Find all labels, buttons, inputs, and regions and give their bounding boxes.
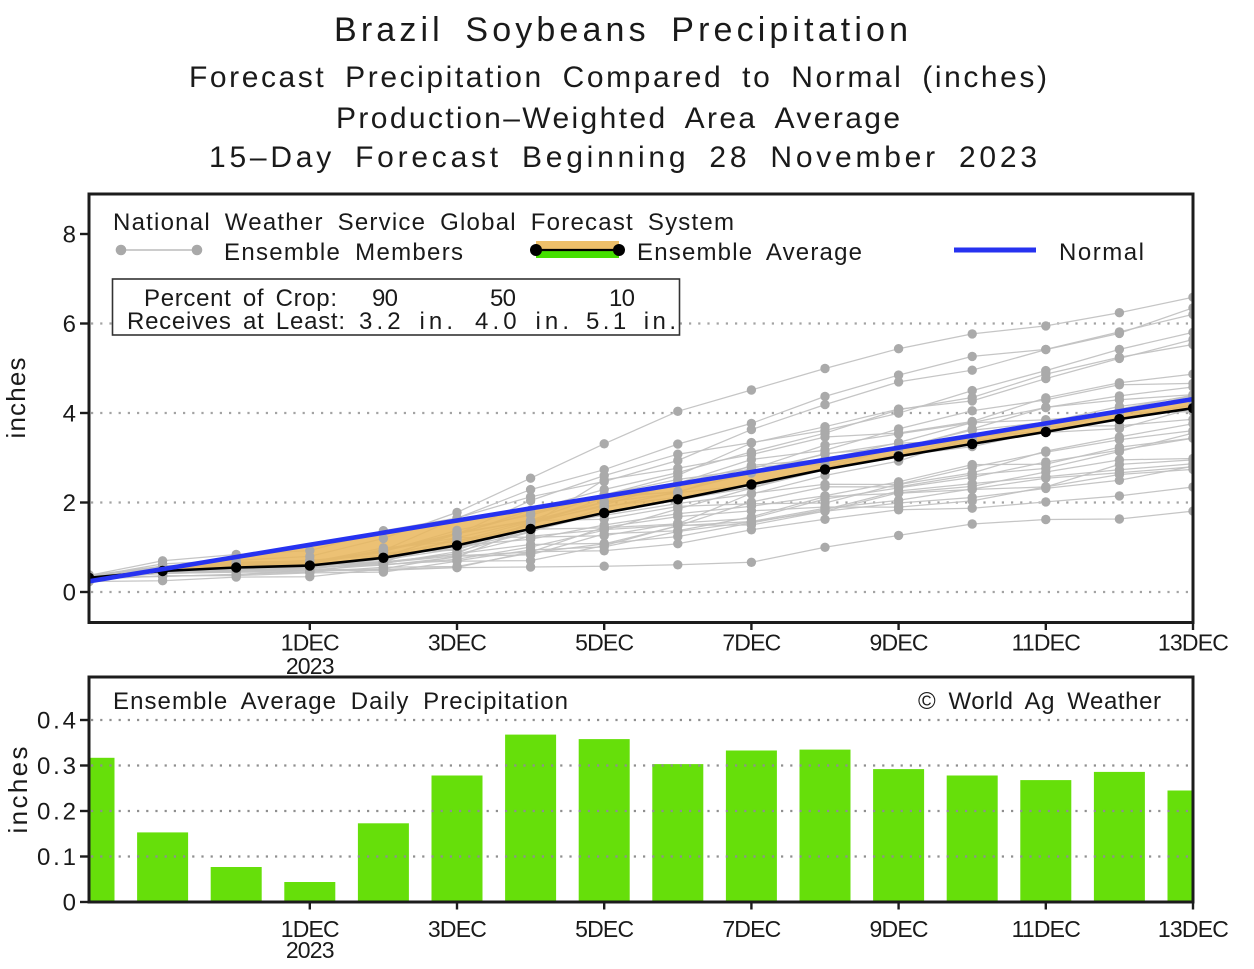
svg-text:0: 0 [63,890,76,917]
svg-text:Brazil Soybeans Precipitation: Brazil Soybeans Precipitation [334,11,908,49]
svg-text:inches: inches [3,747,33,834]
svg-text:Forecast Precipitation Compare: Forecast Precipitation Compared to Norma… [189,61,1047,94]
svg-text:8: 8 [63,222,76,249]
svg-text:5DEC: 5DEC [575,916,633,942]
svg-text:13DEC: 13DEC [1158,916,1228,942]
svg-text:0: 0 [63,580,76,607]
svg-text:5DEC: 5DEC [575,630,633,656]
svg-text:Normal: Normal [1059,239,1144,266]
svg-text:© World Ag Weather: © World Ag Weather [918,688,1161,715]
svg-text:11DEC: 11DEC [1012,916,1081,942]
svg-text:13DEC: 13DEC [1158,630,1228,656]
svg-text:10: 10 [609,285,635,312]
svg-text:50: 50 [490,285,516,312]
svg-text:3DEC: 3DEC [428,916,486,942]
svg-text:Ensemble Average Daily Precipi: Ensemble Average Daily Precipitation [113,688,568,715]
svg-text:11DEC: 11DEC [1012,630,1081,656]
svg-text:Percent of Crop:: Percent of Crop: [144,285,337,312]
svg-text:4: 4 [63,401,76,428]
svg-text:6: 6 [63,311,76,338]
svg-text:0.1: 0.1 [37,844,76,871]
svg-text:1DEC: 1DEC [281,630,339,656]
svg-text:2: 2 [63,490,76,517]
svg-text:0.4: 0.4 [37,708,76,735]
svg-text:9DEC: 9DEC [870,630,928,656]
svg-text:Ensemble Average: Ensemble Average [637,239,862,266]
svg-text:2023: 2023 [286,937,334,963]
svg-text:Receives at Least:: Receives at Least: [127,308,345,335]
svg-text:9DEC: 9DEC [870,916,928,942]
svg-text:0.2: 0.2 [37,799,76,826]
svg-text:7DEC: 7DEC [722,630,780,656]
svg-text:National Weather Service Globa: National Weather Service Global Forecast… [113,209,734,236]
svg-text:2023: 2023 [286,653,334,679]
svg-text:90: 90 [372,285,398,312]
svg-text:3DEC: 3DEC [428,630,486,656]
svg-text:1DEC: 1DEC [281,916,339,942]
svg-text:15–Day Forecast Beginning 28 N: 15–Day Forecast Beginning 28 November 20… [209,141,1037,174]
svg-text:7DEC: 7DEC [722,916,780,942]
svg-text:Ensemble Members: Ensemble Members [224,239,463,266]
svg-text:0.3: 0.3 [37,753,76,780]
svg-text:Production–Weighted Area Avera: Production–Weighted Area Average [336,102,900,135]
svg-text:inches: inches [1,358,31,439]
